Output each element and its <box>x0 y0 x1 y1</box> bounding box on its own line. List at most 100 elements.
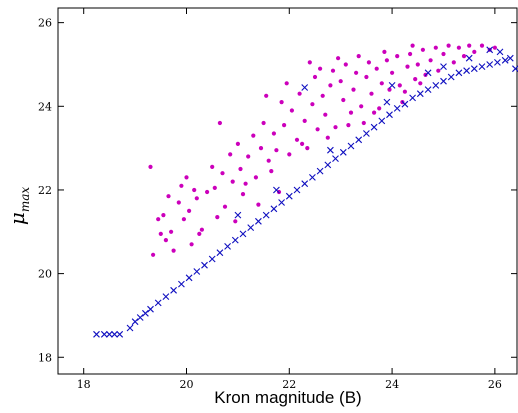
magenta-point <box>205 189 210 195</box>
blue-x-point <box>512 65 518 73</box>
magenta-point <box>343 62 348 67</box>
magenta-point <box>323 112 328 117</box>
magenta-point <box>418 81 423 86</box>
magenta-point <box>374 66 379 71</box>
x-tick-label: 22 <box>282 378 296 391</box>
blue-x-point <box>363 130 370 137</box>
blue-x-point <box>378 117 386 125</box>
blue-x-point <box>293 186 301 194</box>
blue-x-point <box>478 63 486 70</box>
magenta-point <box>212 185 217 190</box>
magenta-point <box>359 104 364 109</box>
magenta-point <box>266 158 271 163</box>
x-axis-title: Kron magnitude (B) <box>214 388 361 407</box>
blue-x-point <box>416 90 424 98</box>
magenta-point <box>210 164 215 169</box>
magenta-point <box>297 91 302 96</box>
magenta-point <box>287 152 292 157</box>
magenta-point <box>382 49 387 55</box>
y-tick-label: 24 <box>38 100 52 113</box>
blue-x-point <box>262 211 270 219</box>
magenta-point <box>413 77 418 82</box>
blue-x-point <box>185 274 193 282</box>
x-axis-ticks: 18 20 22 24 26 <box>77 8 502 391</box>
magenta-point <box>148 164 153 169</box>
magenta-point <box>320 93 325 98</box>
magenta-point <box>441 51 446 57</box>
magenta-point <box>492 45 497 50</box>
magenta-point <box>364 74 369 80</box>
magenta-point <box>336 56 341 61</box>
blue-x-point <box>470 65 478 73</box>
magenta-point <box>166 194 171 199</box>
magenta-point <box>472 49 477 55</box>
blue-x-point <box>170 286 177 294</box>
blue-x-point <box>393 105 401 112</box>
magenta-point <box>271 131 276 136</box>
blue-x-point <box>147 305 154 313</box>
blue-x-point <box>455 69 463 77</box>
magenta-point <box>274 148 279 153</box>
magenta-point <box>456 45 461 50</box>
magenta-point <box>184 175 189 180</box>
blue-x-point <box>355 136 363 144</box>
magenta-point <box>228 152 233 157</box>
magenta-point <box>451 60 456 65</box>
magenta-point <box>433 45 438 50</box>
magenta-point <box>238 166 243 172</box>
magenta-point <box>408 51 413 57</box>
x-tick-label: 18 <box>77 378 91 391</box>
magenta-point <box>187 208 192 213</box>
blue-x-point <box>424 86 432 93</box>
blue-x-point <box>301 180 309 188</box>
blue-x-point <box>383 98 391 106</box>
blue-x-point <box>224 243 231 250</box>
magenta-point <box>256 202 261 207</box>
magenta-dot-series <box>148 43 497 257</box>
magenta-point <box>405 64 410 69</box>
magenta-point <box>312 74 318 80</box>
blue-x-point <box>136 314 144 321</box>
y-axis-title-base: μ <box>5 212 29 225</box>
magenta-point <box>390 70 395 75</box>
blue-x-point <box>255 217 262 225</box>
magenta-point <box>233 219 238 224</box>
magenta-point <box>328 83 333 88</box>
blue-x-point <box>247 224 255 231</box>
magenta-point <box>199 227 204 232</box>
magenta-point <box>341 97 346 103</box>
blue-x-point <box>154 299 162 307</box>
blue-x-point <box>208 255 216 263</box>
magenta-point <box>402 89 407 94</box>
magenta-point <box>305 146 310 151</box>
blue-x-point <box>486 61 494 68</box>
blue-x-point <box>116 330 124 338</box>
blue-x-point <box>347 142 355 150</box>
magenta-point <box>461 54 467 59</box>
blue-x-point <box>111 330 118 338</box>
magenta-point <box>369 91 374 96</box>
magenta-point <box>251 133 256 138</box>
blue-x-point <box>332 155 339 162</box>
x-tick-label: 24 <box>385 378 399 391</box>
blue-x-point <box>106 330 113 338</box>
magenta-point <box>479 43 485 48</box>
magenta-point <box>379 81 384 86</box>
blue-x-point <box>316 167 324 175</box>
x-tick-label: 20 <box>179 378 193 391</box>
magenta-point <box>307 60 312 65</box>
magenta-point <box>346 123 351 128</box>
blue-x-point <box>234 211 242 219</box>
blue-x-point <box>494 59 501 66</box>
blue-x-point <box>465 54 473 62</box>
blue-x-point <box>309 174 316 181</box>
blue-x-point <box>506 54 514 62</box>
blue-x-point <box>193 268 201 275</box>
blue-x-point <box>327 146 334 154</box>
plot-frame <box>57 7 518 375</box>
magenta-point <box>269 169 274 174</box>
blue-x-point <box>131 318 139 326</box>
magenta-point <box>217 120 222 126</box>
magenta-point <box>264 93 269 98</box>
